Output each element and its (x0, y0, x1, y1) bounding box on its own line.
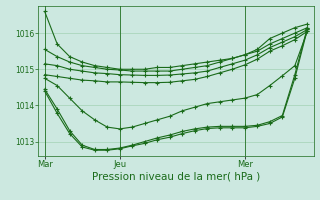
X-axis label: Pression niveau de la mer( hPa ): Pression niveau de la mer( hPa ) (92, 172, 260, 182)
